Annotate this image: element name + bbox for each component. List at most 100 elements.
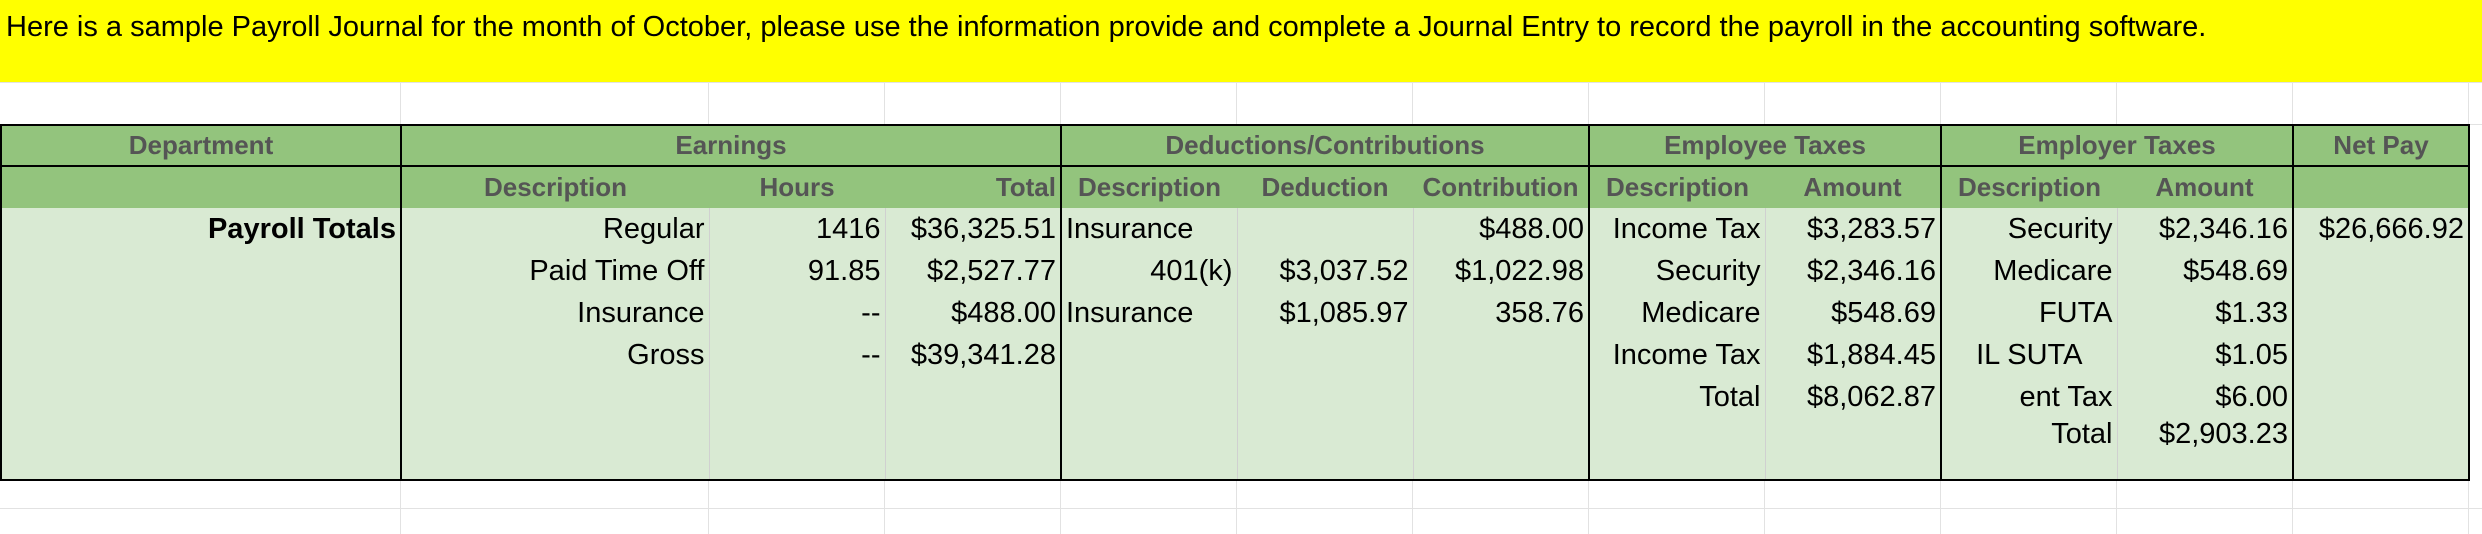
subheader-earn-total[interactable]: Total [885, 165, 1061, 208]
earn-description-cell[interactable]: Paid Time Off [400, 250, 709, 292]
ded-contribution-cell[interactable]: 358.76 [1412, 292, 1589, 334]
ded-deduction-cell[interactable] [1236, 376, 1413, 418]
earn-total-cell[interactable]: $36,325.51 [884, 208, 1061, 250]
earn-description-cell[interactable] [400, 376, 709, 418]
emp-amount-cell[interactable]: $548.69 [1764, 292, 1941, 334]
department-cell[interactable] [0, 334, 401, 376]
earn-total-cell[interactable]: $2,527.77 [884, 250, 1061, 292]
department-cell[interactable] [0, 250, 401, 292]
subheader-er-amount[interactable]: Amount [2117, 165, 2293, 208]
table-row: Total $2,903.23 [0, 418, 2470, 481]
er-amount-cell[interactable]: $1.33 [2116, 292, 2293, 334]
emp-amount-cell[interactable]: $2,346.16 [1764, 250, 1941, 292]
emp-amount-cell[interactable]: $8,062.87 [1764, 376, 1941, 418]
emp-description-cell[interactable]: Security [1588, 250, 1765, 292]
emp-description-cell[interactable] [1588, 418, 1765, 481]
table-row: Total $8,062.87 ent Tax $6.00 [0, 376, 2470, 418]
er-amount-cell[interactable]: $2,903.23 [2116, 418, 2293, 481]
table-row: Gross -- $39,341.28 Income Tax $1,884.45… [0, 334, 2470, 376]
header-row-columns: Description Hours Total Description Dedu… [0, 165, 2470, 208]
er-amount-cell[interactable]: $6.00 [2116, 376, 2293, 418]
table-row: Paid Time Off 91.85 $2,527.77 401(k) $3,… [0, 250, 2470, 292]
earn-description-cell[interactable] [400, 418, 709, 481]
er-description-cell[interactable]: ent Tax [1940, 376, 2117, 418]
er-description-cell[interactable]: Medicare [1940, 250, 2117, 292]
subheader-earn-hours[interactable]: Hours [709, 165, 885, 208]
net-pay-cell[interactable] [2292, 250, 2470, 292]
payroll-journal-table: Department Earnings Deductions/Contribut… [0, 124, 2470, 481]
emp-amount-cell[interactable] [1764, 418, 1941, 481]
earn-description-cell[interactable]: Gross [400, 334, 709, 376]
earn-description-cell[interactable]: Regular [400, 208, 709, 250]
emp-amount-cell[interactable]: $3,283.57 [1764, 208, 1941, 250]
ded-deduction-cell[interactable] [1236, 334, 1413, 376]
emp-description-cell[interactable]: Income Tax [1588, 334, 1765, 376]
er-description-cell[interactable]: IL SUTA [1940, 334, 2117, 376]
er-description-cell[interactable]: Total [1940, 418, 2117, 481]
ded-description-cell[interactable] [1060, 334, 1237, 376]
net-pay-cell[interactable] [2292, 292, 2470, 334]
earn-hours-cell[interactable] [708, 418, 885, 481]
header-employer-taxes[interactable]: Employer Taxes [1940, 124, 2293, 166]
subheader-earn-description[interactable]: Description [400, 165, 709, 208]
ded-deduction-cell[interactable] [1236, 208, 1413, 250]
earn-hours-cell[interactable] [708, 376, 885, 418]
earn-total-cell[interactable]: $39,341.28 [884, 334, 1061, 376]
header-row-groups: Department Earnings Deductions/Contribut… [0, 124, 2470, 166]
header-net-pay[interactable]: Net Pay [2292, 124, 2470, 166]
department-cell[interactable] [0, 418, 401, 481]
emp-description-cell[interactable]: Medicare [1588, 292, 1765, 334]
ded-description-cell[interactable]: Insurance [1060, 208, 1237, 250]
earn-hours-cell[interactable]: -- [708, 292, 885, 334]
net-pay-cell[interactable]: $26,666.92 [2292, 208, 2470, 250]
emp-description-cell[interactable]: Total [1588, 376, 1765, 418]
er-description-cell[interactable]: Security [1940, 208, 2117, 250]
ded-deduction-cell[interactable]: $1,085.97 [1236, 292, 1413, 334]
er-amount-cell[interactable]: $1.05 [2116, 334, 2293, 376]
emp-amount-cell[interactable]: $1,884.45 [1764, 334, 1941, 376]
subheader-emp-amount[interactable]: Amount [1765, 165, 1941, 208]
earn-total-cell[interactable] [884, 376, 1061, 418]
subheader-ded-deduction[interactable]: Deduction [1237, 165, 1413, 208]
ded-contribution-cell[interactable] [1412, 418, 1589, 481]
department-cell[interactable]: Payroll Totals [0, 208, 401, 250]
header-department[interactable]: Department [0, 124, 401, 166]
er-amount-cell[interactable]: $2,346.16 [2116, 208, 2293, 250]
ded-description-cell[interactable]: Insurance [1060, 292, 1237, 334]
net-pay-cell[interactable] [2292, 376, 2470, 418]
earn-total-cell[interactable] [884, 418, 1061, 481]
ded-contribution-cell[interactable] [1412, 376, 1589, 418]
header-employee-taxes[interactable]: Employee Taxes [1588, 124, 1941, 166]
subheader-emp-description[interactable]: Description [1588, 165, 1765, 208]
instruction-text: Here is a sample Payroll Journal for the… [6, 11, 2207, 43]
department-cell[interactable] [0, 292, 401, 334]
header-earnings[interactable]: Earnings [400, 124, 1061, 166]
er-amount-cell[interactable]: $548.69 [2116, 250, 2293, 292]
er-description-cell[interactable]: FUTA [1940, 292, 2117, 334]
ded-deduction-cell[interactable] [1236, 418, 1413, 481]
subheader-blank[interactable] [0, 165, 401, 208]
net-pay-cell[interactable] [2292, 418, 2470, 481]
subheader-er-description[interactable]: Description [1940, 165, 2117, 208]
department-cell[interactable] [0, 376, 401, 418]
ded-contribution-cell[interactable]: $1,022.98 [1412, 250, 1589, 292]
earn-hours-cell[interactable]: 1416 [708, 208, 885, 250]
subheader-net-pay-blank[interactable] [2292, 165, 2470, 208]
earn-hours-cell[interactable]: -- [708, 334, 885, 376]
earn-hours-cell[interactable]: 91.85 [708, 250, 885, 292]
net-pay-cell[interactable] [2292, 334, 2470, 376]
subheader-ded-description[interactable]: Description [1060, 165, 1237, 208]
subheader-ded-contribution[interactable]: Contribution [1413, 165, 1589, 208]
table-row: Payroll Totals Regular 1416 $36,325.51 I… [0, 208, 2470, 250]
ded-description-cell[interactable]: 401(k) [1060, 250, 1237, 292]
emp-description-cell[interactable]: Income Tax [1588, 208, 1765, 250]
ded-description-cell[interactable] [1060, 376, 1237, 418]
table-row: Insurance -- $488.00 Insurance $1,085.97… [0, 292, 2470, 334]
ded-deduction-cell[interactable]: $3,037.52 [1236, 250, 1413, 292]
ded-description-cell[interactable] [1060, 418, 1237, 481]
ded-contribution-cell[interactable]: $488.00 [1412, 208, 1589, 250]
header-deductions[interactable]: Deductions/Contributions [1060, 124, 1589, 166]
earn-description-cell[interactable]: Insurance [400, 292, 709, 334]
ded-contribution-cell[interactable] [1412, 334, 1589, 376]
earn-total-cell[interactable]: $488.00 [884, 292, 1061, 334]
